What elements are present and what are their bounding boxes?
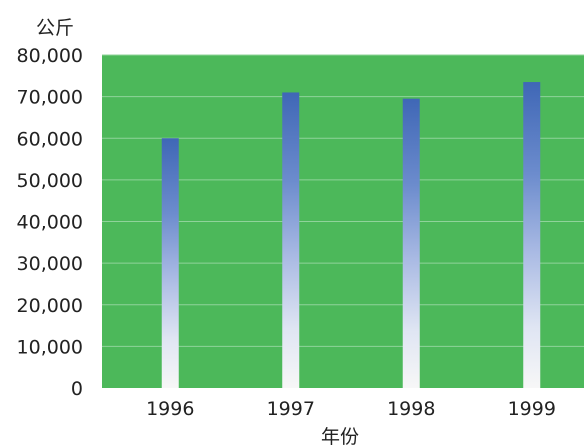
- bar-1996: [161, 138, 179, 388]
- bar-1997: [282, 92, 300, 389]
- y-tick-label: 80,000: [17, 45, 83, 67]
- x-axis-title: 年份: [321, 426, 359, 448]
- y-tick-label: 70,000: [17, 87, 83, 109]
- bar-1998: [402, 98, 420, 389]
- y-tick-label: 30,000: [17, 253, 83, 275]
- y-tick-label: 50,000: [17, 170, 83, 192]
- y-tick-label: 20,000: [17, 295, 83, 317]
- x-axis-ticks: 1996 1997 1998 1999: [146, 398, 556, 420]
- x-tick-label: 1996: [146, 398, 194, 420]
- x-tick-label: 1998: [387, 398, 435, 420]
- bar-1999: [523, 82, 541, 389]
- x-tick-label: 1999: [508, 398, 556, 420]
- y-axis-unit-label: 公斤: [36, 17, 74, 39]
- y-tick-label: 0: [71, 378, 83, 400]
- y-tick-label: 10,000: [17, 336, 83, 358]
- bars: [161, 82, 541, 389]
- x-tick-label: 1997: [267, 398, 315, 420]
- y-tick-label: 60,000: [17, 128, 83, 150]
- y-tick-label: 40,000: [17, 212, 83, 234]
- gridlines: [102, 54, 584, 347]
- y-axis-ticks: 0 10,000 20,000 30,000 40,000 50,000 60,000 70,…: [17, 45, 83, 400]
